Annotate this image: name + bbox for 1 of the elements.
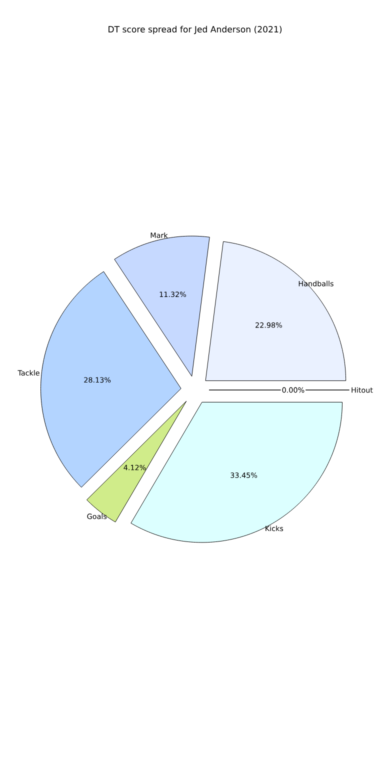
- chart-title: DT score spread for Jed Anderson (2021): [108, 26, 282, 34]
